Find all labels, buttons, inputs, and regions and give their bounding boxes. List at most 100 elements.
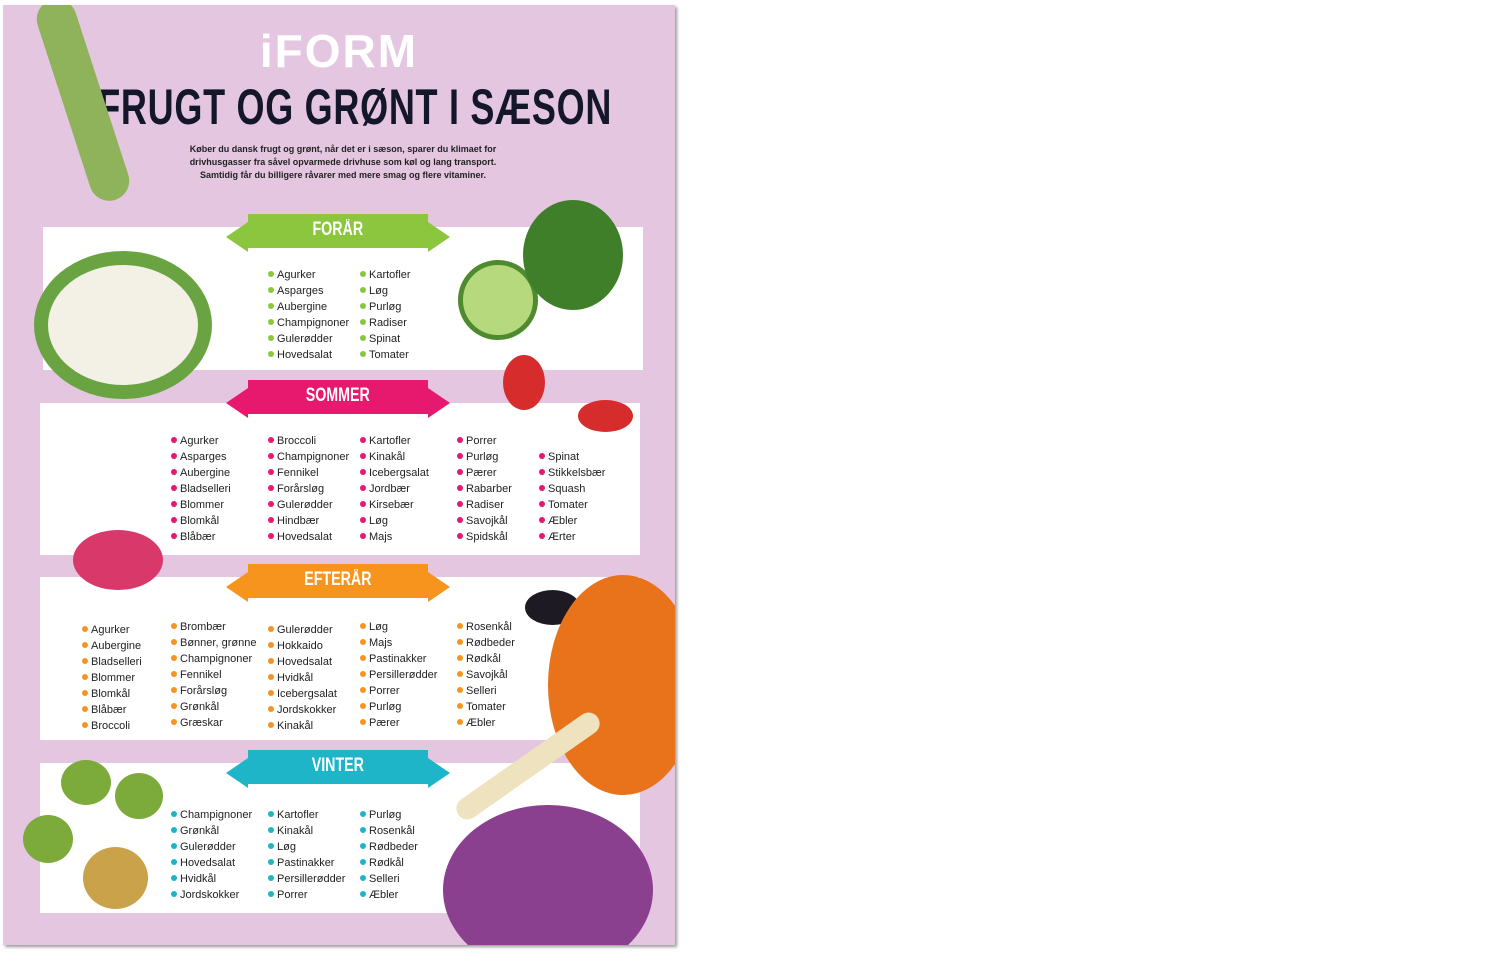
produce-item: Løg [360,619,453,635]
produce-item: Kinakål [360,449,453,465]
produce-item: Fennikel [268,465,356,481]
produce-column: Agurker Asparges Aubergine Bladselleri Blomm… [171,433,264,545]
strawberry-image [578,400,633,432]
season-ribbon: EFTERÅR [248,564,428,598]
produce-item: Porrer [457,433,535,449]
produce-item: Jordskokker [171,887,264,903]
produce-item: Rødbeder [360,839,460,855]
produce-item: Grønkål [171,823,264,839]
produce-item: Radiser [360,315,460,331]
produce-item: Pærer [360,715,453,731]
page-title: FRUGT OG GRØNT I SÆSON [98,79,613,135]
brussels-sprout-image [23,815,73,863]
produce-item: Pastinakker [360,651,453,667]
produce-item: Aubergine [268,299,356,315]
produce-column: Agurker Asparges Aubergine Champignoner Gule… [268,267,356,363]
ribbon-tail [226,758,248,788]
produce-item: Hvidkål [268,670,356,686]
produce-item: Savojkål [457,667,557,683]
produce-item: Forårsløg [268,481,356,497]
produce-item: Porrer [360,683,453,699]
produce-column: Løg Majs Pastinakker Persillerødder Porrer Pu… [360,619,453,731]
produce-item: Stikkelsbær [539,465,639,481]
produce-item: Gulerødder [268,331,356,347]
ribbon-tail [428,388,450,418]
produce-item: Hvidkål [171,871,264,887]
produce-item: Agurker [82,622,167,638]
produce-column: Kartofler Løg Purløg Radiser Spinat Tomater [360,267,460,363]
produce-item: Hovedsalat [171,855,264,871]
produce-item: Persillerødder [360,667,453,683]
produce-item: Tomater [457,699,557,715]
produce-item: Blomkål [82,686,167,702]
ribbon-tail [428,758,450,788]
produce-item: Bønner, grønne [171,635,264,651]
produce-item: Broccoli [82,718,167,734]
produce-column: Agurker Aubergine Bladselleri Blommer Blomkå… [82,622,167,734]
ribbon-tail [428,222,450,252]
produce-item: Asparges [171,449,264,465]
produce-item: Rødbeder [457,635,557,651]
brussels-sprout-image [61,760,111,805]
produce-item: Porrer [268,887,356,903]
produce-item: Broccoli [268,433,356,449]
produce-item: Spidskål [457,529,535,545]
produce-item: Kinakål [268,823,356,839]
produce-item: Kirsebær [360,497,453,513]
ribbon-tail [226,388,248,418]
produce-item: Ærter [539,529,639,545]
produce-item: Champignoner [268,449,356,465]
logo: iFORM [259,25,419,77]
produce-item: Hovedsalat [268,529,356,545]
produce-item: Selleri [360,871,460,887]
season-ribbon: SOMMER [248,380,428,414]
radish-image [73,530,163,590]
season-ribbon: FORÅR [248,214,428,248]
spinach-image [523,200,623,310]
produce-item: Icebergsalat [360,465,453,481]
produce-item: Aubergine [171,465,264,481]
produce-item: Champignoner [171,651,264,667]
produce-item: Majs [360,635,453,651]
produce-item: Æbler [457,715,557,731]
produce-column: Champignoner Grønkål Gulerødder Hovedsalat H… [171,807,264,903]
ribbon-tail [226,222,248,252]
produce-item: Savojkål [457,513,535,529]
produce-item: Hindbær [268,513,356,529]
produce-item: Rosenkål [457,619,557,635]
produce-item: Rabarber [457,481,535,497]
produce-item: Kinakål [268,718,356,734]
produce-column: Porrer Purløg Pærer Rabarber Radiser Savojkål… [457,433,535,545]
produce-item: Pærer [457,465,535,481]
produce-column: Purløg Rosenkål Rødbeder Rødkål Selleri Æbler [360,807,460,903]
produce-item: Jordskokker [268,702,356,718]
produce-item: Champignoner [171,807,264,823]
produce-item: Squash [539,481,639,497]
produce-item: Selleri [457,683,557,699]
cauliflower-image [48,265,198,385]
produce-item: Radiser [457,497,535,513]
intro-text: Køber du dansk frugt og grønt, når det e… [189,144,497,180]
produce-item: Løg [360,513,453,529]
produce-item: Hokkaido [268,638,356,654]
produce-item: Gulerødder [268,497,356,513]
produce-item: Kartofler [360,267,460,283]
produce-item: Hovedsalat [268,347,356,363]
produce-item: Løg [360,283,460,299]
produce-item: Agurker [268,267,356,283]
produce-item: Brombær [171,619,264,635]
produce-item: Purløg [360,807,460,823]
produce-item: Jordbær [360,481,453,497]
produce-item: Spinat [360,331,460,347]
produce-item: Gulerødder [171,839,264,855]
ribbon-tail [428,572,450,602]
produce-column: Kartofler Kinakål Icebergsalat Jordbær Kirse… [360,433,453,545]
season-ribbon: VINTER [248,750,428,784]
produce-item: Blåbær [171,529,264,545]
produce-column: Rosenkål Rødbeder Rødkål Savojkål Selleri Tom… [457,619,557,731]
produce-item: Æbler [539,513,639,529]
produce-item: Bladselleri [171,481,264,497]
produce-item: Blomkål [171,513,264,529]
produce-item: Blåbær [82,702,167,718]
produce-item: Kartofler [360,433,453,449]
